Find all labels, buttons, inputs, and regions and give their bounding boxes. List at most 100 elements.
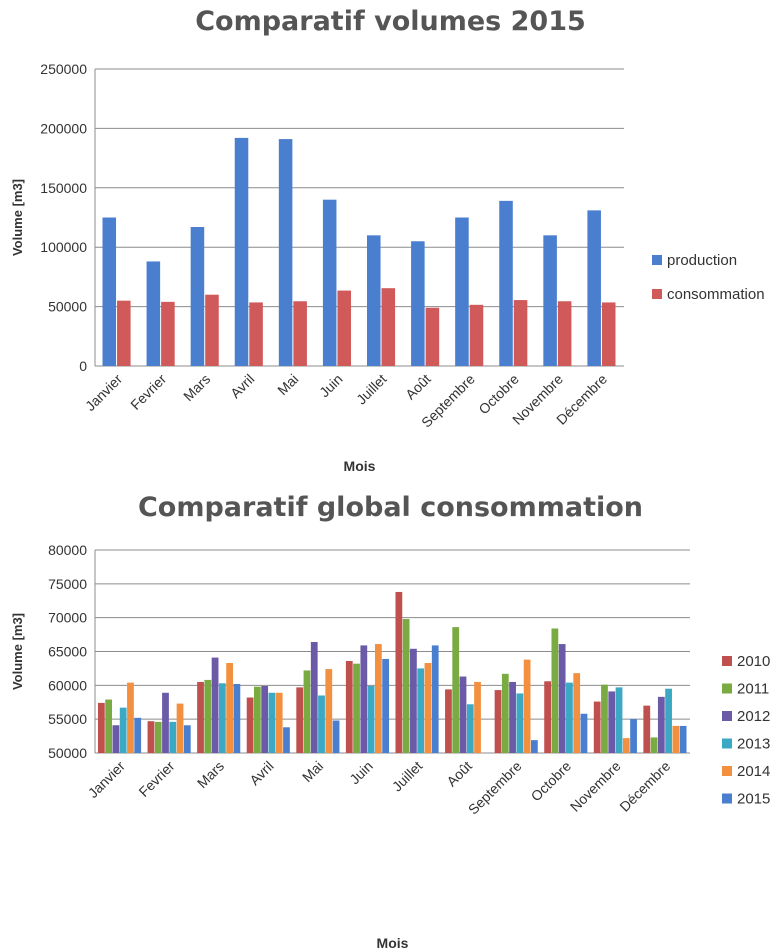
bar-2010 [544,681,551,753]
legend-label-production: production [667,252,737,269]
bar-2011 [105,699,113,753]
bar-2011 [253,686,261,753]
x-tick-label: Fevrier [135,758,177,800]
bar-2015 [679,725,687,753]
x-tick-label: Mars [180,371,213,404]
y-tick-label: 50000 [48,299,87,315]
bar-2012 [509,681,516,753]
y-tick-label: 100000 [40,239,87,255]
bar-consommation [557,301,572,366]
bar-consommation [293,301,307,366]
bar-2010 [197,681,204,753]
bar-2012 [310,642,318,753]
bar-consommation [513,300,528,366]
bar-2010 [445,689,452,753]
bar-2015 [431,645,439,753]
bar-2013 [566,682,573,753]
bar-2011 [551,628,559,753]
bar-2010 [246,697,254,753]
bar-production [278,139,293,366]
bar-consommation [337,290,352,366]
bar-2011 [303,670,311,753]
bar-production [587,210,601,366]
bar-consommation [425,307,440,366]
bar-2014 [325,669,333,753]
y-tick-label: 0 [79,358,87,374]
bar-2014 [424,663,432,753]
x-tick-label: Septembre [465,758,525,818]
legend-swatch-consommation [652,289,662,299]
bar-2013 [318,695,325,753]
bar-production [322,199,337,366]
x-tick-label: Janvier [85,758,128,801]
x-tick-label: Fevrier [127,371,169,413]
chart2-title: Comparatif global consommation [137,492,644,523]
legend-label-2013: 2013 [737,736,770,753]
x-tick-label: Août [443,758,475,790]
bar-2010 [593,701,601,753]
bar-2014 [622,738,630,753]
bar-2014 [672,725,680,753]
bar-2014 [127,682,134,753]
bar-production [411,241,425,366]
legend-label-consommation: consommation [667,286,765,303]
bar-consommation [161,301,175,366]
bar-consommation [601,302,616,366]
bar-2011 [204,679,212,753]
bar-production [190,227,205,366]
bar-2012 [112,725,120,753]
bar-2010 [296,687,304,753]
bar-2015 [134,717,142,753]
bar-2013 [466,704,474,753]
bar-2013 [169,721,177,753]
bar-consommation [249,302,263,366]
production-consumption-chart: 0 50000 100000 150000 200000 250000 Volume [m3… [10,61,765,474]
bar-2012 [360,645,368,753]
legend-swatch-2010 [722,656,732,666]
bar-production [102,217,117,366]
x-tick-label: Juin [346,758,375,787]
legend-label-2011: 2011 [737,681,769,698]
bar-2013 [516,693,524,753]
x-tick-label: Avril [227,371,257,401]
bar-2011 [452,627,460,753]
bar-production [234,137,249,366]
legend-swatch-2013 [722,738,732,749]
y-axis-label: Volume [m3] [10,179,25,256]
bar-production [543,235,557,366]
bar-consommation [117,300,131,366]
legend-label-2015: 2015 [737,791,770,808]
bar-2012 [657,696,665,753]
bar-2015 [382,658,390,753]
y-tick-label: 65000 [48,644,87,660]
legend-swatch-production [652,255,662,265]
x-tick-label: Août [402,371,434,403]
bar-2012 [558,644,566,753]
bar-2010 [147,721,155,753]
bar-2011 [154,721,162,753]
y-axis-label: Volume [m3] [10,613,25,690]
legend-label-2014: 2014 [737,763,770,780]
bar-2011 [501,673,509,753]
y-tick-label: 70000 [48,610,87,626]
bar-2014 [523,659,531,753]
bar-2015 [332,720,340,753]
bar-2014 [176,703,184,753]
bar-2014 [474,681,481,753]
bar-2013 [268,692,276,753]
bar-2013 [218,683,226,753]
bar-consommation [205,294,219,366]
legend-swatch-2012 [722,711,732,721]
bar-2015 [630,719,637,753]
bar-2014 [374,644,382,753]
bar-2010 [395,591,403,753]
global-consumption-chart: 50000 55000 60000 65000 70000 75000 80000 Volum… [10,542,770,951]
bar-2012 [211,657,219,753]
bar-2011 [353,663,360,753]
x-tick-label: Mai [274,371,301,398]
bar-2012 [410,648,417,753]
x-tick-label: Janvier [82,371,125,414]
bar-2010 [345,660,353,753]
y-tick-label: 150000 [40,180,87,196]
bar-2015 [531,740,538,753]
